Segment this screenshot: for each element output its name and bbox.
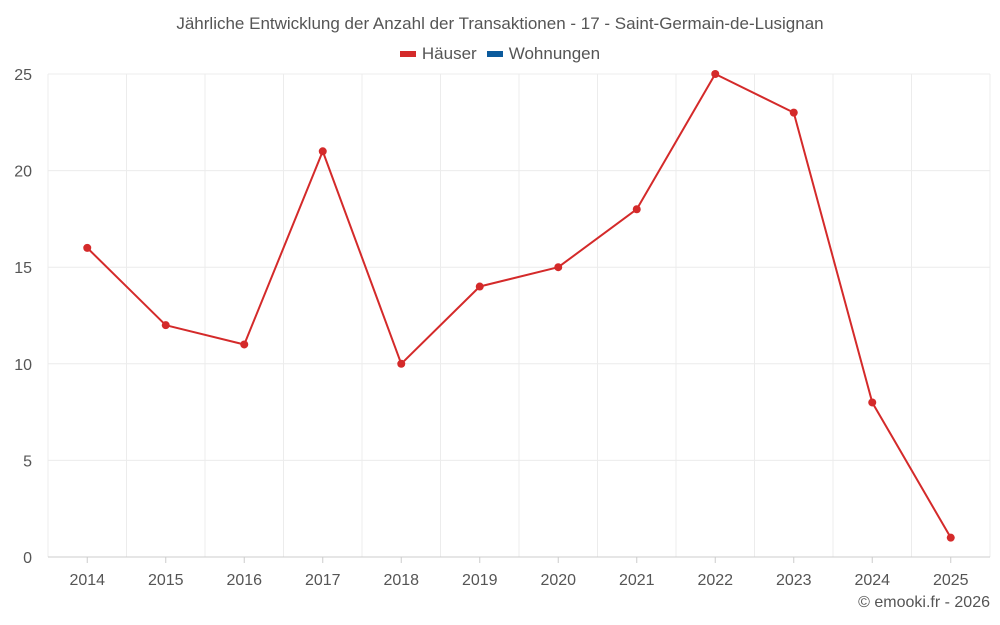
data-point [475, 282, 484, 291]
y-tick-label: 15 [14, 260, 32, 277]
legend-item-haeuser[interactable]: Häuser [399, 44, 477, 64]
y-tick-label: 20 [14, 164, 32, 181]
x-tick-label: 2023 [776, 572, 812, 589]
x-tick-label: 2018 [383, 572, 419, 589]
legend-item-wohnungen[interactable]: Wohnungen [486, 44, 601, 64]
data-point [868, 398, 877, 407]
data-point [946, 533, 955, 542]
data-point [632, 205, 641, 214]
y-tick-label: 10 [14, 357, 32, 374]
legend-swatch-haeuser [399, 51, 416, 57]
x-tick-label: 2017 [305, 572, 341, 589]
data-point [789, 108, 798, 117]
x-tick-label: 2021 [619, 572, 655, 589]
data-point [554, 263, 563, 272]
series-line-0 [86, 73, 952, 539]
chart-title: Jährliche Entwicklung der Anzahl der Tra… [176, 14, 824, 33]
data-point [240, 340, 249, 349]
x-tick-label: 2014 [69, 572, 105, 589]
x-tick-label: 2015 [148, 572, 184, 589]
data-point [83, 243, 92, 252]
x-tick-label: 2024 [854, 572, 890, 589]
data-point [161, 321, 170, 330]
credit-text: © emooki.fr - 2026 [858, 594, 990, 611]
x-tick-label: 2022 [697, 572, 733, 589]
legend: Häuser Wohnungen [0, 44, 1000, 64]
y-tick-label: 5 [23, 453, 32, 470]
data-point [397, 359, 406, 368]
y-tick-label: 0 [23, 550, 32, 567]
legend-swatch-wohnungen [486, 51, 503, 57]
data-point [318, 147, 327, 156]
legend-label-wohnungen: Wohnungen [508, 44, 601, 63]
x-tick-label: 2025 [933, 572, 969, 589]
legend-label-haeuser: Häuser [421, 44, 477, 63]
data-point [711, 70, 720, 78]
x-tick-label: 2020 [540, 572, 576, 589]
x-tick-label: 2019 [462, 572, 498, 589]
y-tick-label: 25 [14, 67, 32, 84]
x-tick-label: 2016 [226, 572, 262, 589]
